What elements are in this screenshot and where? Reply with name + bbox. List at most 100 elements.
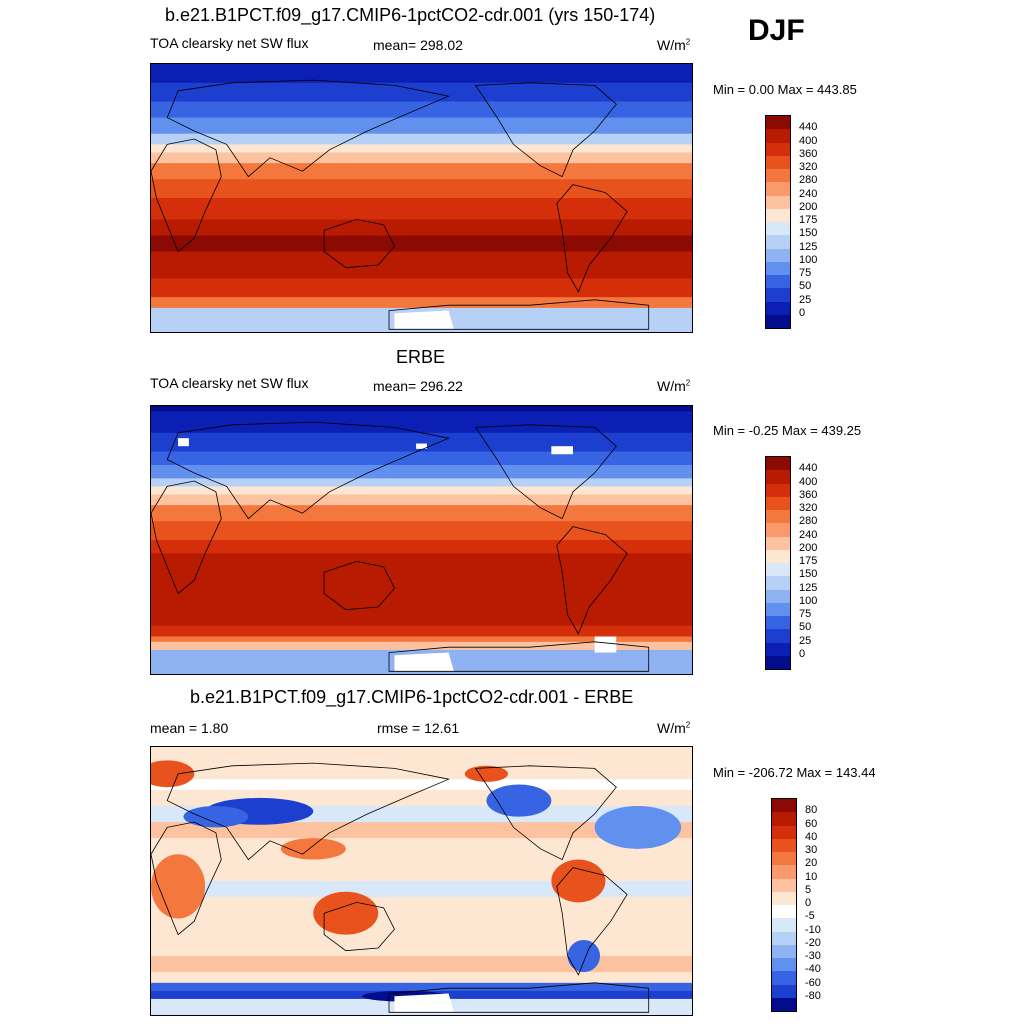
colorbar-segment (766, 248, 790, 262)
colorbar-segment (772, 838, 796, 852)
colorbar-segment (766, 470, 790, 484)
colorbar-tick-label: 0 (799, 647, 806, 660)
map-latitude-band (151, 101, 692, 119)
map-latitude-band (151, 235, 692, 253)
map-field-svg (151, 747, 692, 1015)
map-latitude-band (151, 982, 692, 992)
colorbar-tick-label: 150 (799, 227, 818, 240)
colorbar-tick-label: 360 (799, 147, 818, 160)
map-anomaly-patch (464, 765, 509, 782)
colorbar-segment (766, 510, 790, 524)
colorbar-tick-label: 100 (799, 253, 818, 266)
map-coastline (323, 560, 395, 611)
map-anomaly-patch (594, 805, 682, 849)
colorbar-segment (766, 116, 790, 130)
panel3-mean-label: mean = 1.80 (150, 720, 229, 736)
colorbar-segment (772, 931, 796, 945)
colorbar-tick-label: 100 (799, 594, 818, 607)
map-latitude-band (151, 464, 692, 479)
colorbar-segment (766, 496, 790, 510)
map-anomaly-patch (280, 838, 346, 860)
map-coastline (388, 982, 650, 1013)
panel2-title: ERBE (396, 347, 446, 367)
colorbar-tick-label: 400 (799, 475, 818, 488)
colorbar-segment (766, 182, 790, 196)
colorbar-tick-label: 240 (799, 187, 818, 200)
colorbar-segment (766, 195, 790, 209)
map-latitude-band (151, 251, 692, 279)
map-latitude-band (151, 219, 692, 237)
map-latitude-band (151, 64, 692, 84)
map-latitude-band (151, 540, 692, 554)
colorbar-segment (772, 812, 796, 826)
colorbar-tick-label: 25 (799, 293, 812, 306)
panel1-title: b.e21.B1PCT.f09_g17.CMIP6-1pctCO2-cdr.00… (165, 5, 656, 25)
map-missing-data (416, 443, 427, 449)
colorbar-tick-label: 50 (799, 621, 812, 634)
map-latitude-band (151, 411, 692, 434)
colorbar-tick-label: -40 (805, 963, 821, 976)
panel3-colorbar (771, 798, 797, 1012)
panel2-units: W/m2 (657, 378, 691, 394)
map-latitude-band (151, 779, 692, 791)
map-coastline (556, 867, 628, 976)
map-anomaly-patch (551, 859, 606, 903)
colorbar-tick-label: 0 (805, 897, 812, 909)
panel2-minmax: Min = -0.25 Max = 439.25 (713, 423, 862, 438)
colorbar-segment (766, 235, 790, 249)
colorbar-segment (766, 142, 790, 156)
colorbar-tick-label: 200 (799, 200, 818, 213)
colorbar-tick-label: 20 (805, 857, 818, 870)
colorbar-segment (766, 642, 790, 656)
colorbar-segment (766, 129, 790, 143)
colorbar-segment (766, 457, 790, 471)
colorbar-segment (766, 483, 790, 497)
map-latitude-band (151, 198, 692, 220)
map-coastline (474, 82, 617, 178)
colorbar-tick-label: 0 (799, 306, 806, 319)
map-coastline (166, 421, 450, 520)
colorbar-segment (766, 602, 790, 616)
colorbar-tick-label: 440 (799, 121, 818, 134)
colorbar-tick-label: 240 (799, 528, 818, 541)
colorbar-tick-label: 280 (799, 174, 818, 187)
map-latitude-band (151, 822, 692, 839)
map-anomaly-patch (151, 760, 195, 788)
colorbar-tick-label: -80 (805, 989, 821, 1002)
colorbar-tick-label: 60 (805, 817, 818, 830)
map-coastline (323, 218, 395, 269)
panel2-map (150, 405, 693, 675)
panel3-units: W/m2 (657, 720, 691, 736)
map-missing-data (394, 652, 454, 672)
map-latitude-band (151, 297, 692, 309)
map-missing-data (594, 636, 617, 653)
colorbar-segment (766, 155, 790, 169)
map-latitude-band (151, 956, 692, 973)
colorbar-tick-label: 30 (805, 844, 818, 856)
colorbar-tick-label: -10 (805, 923, 821, 936)
colorbar-segment (766, 576, 790, 590)
panel3-minmax: Min = -206.72 Max = 143.44 (713, 765, 876, 780)
map-latitude-band (151, 625, 692, 637)
panel2-colorbar (765, 456, 791, 670)
colorbar-segment (766, 314, 790, 328)
map-coastline (556, 184, 628, 293)
colorbar-tick-label: 200 (799, 541, 818, 554)
colorbar-tick-label: 320 (799, 502, 818, 514)
colorbar-tick-label: 25 (799, 634, 812, 647)
panel1-mean-label: mean= 298.02 (373, 37, 463, 53)
colorbar-segment (772, 825, 796, 839)
colorbar-tick-label: 5 (805, 883, 812, 896)
colorbar-segment (772, 905, 796, 919)
colorbar-segment (766, 222, 790, 236)
map-coastline (388, 299, 650, 330)
colorbar-segment (772, 865, 796, 879)
colorbar-segment (766, 536, 790, 550)
map-field-svg (151, 64, 692, 332)
panel2-variable-label: TOA clearsky net SW flux (150, 375, 309, 391)
colorbar-segment (766, 288, 790, 302)
map-latitude-band (151, 406, 692, 412)
panel1-minmax: Min = 0.00 Max = 443.85 (713, 82, 857, 97)
map-latitude-band (151, 133, 692, 145)
colorbar-tick-label: 125 (799, 240, 818, 253)
